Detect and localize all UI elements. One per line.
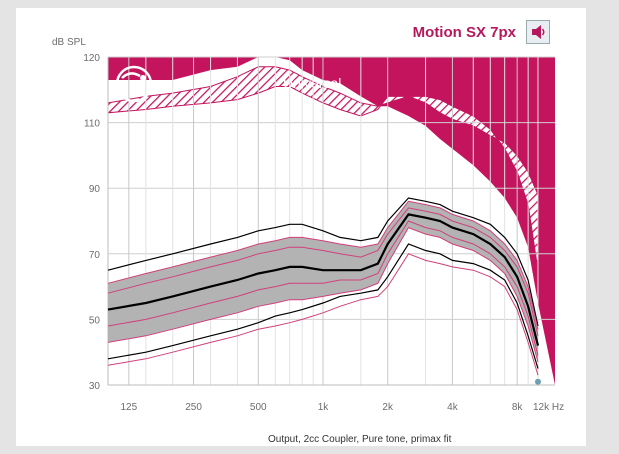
x-tick-label: 500	[250, 402, 267, 413]
y-tick-label: 50	[89, 315, 101, 326]
series-line-6	[107, 213, 540, 346]
y-tick-label: 70	[89, 250, 101, 261]
response-lines	[107, 197, 541, 385]
limit-fill	[108, 57, 555, 385]
chart-header: Motion SX 7px	[413, 20, 550, 44]
x-tick-label: 4k	[447, 402, 459, 413]
x-tick-label: 125	[120, 402, 137, 413]
range-label: Universal	[283, 75, 341, 91]
gray-range-band	[108, 201, 538, 362]
device-title: Motion SX 7px	[412, 23, 516, 41]
limit-region	[107, 57, 555, 385]
end-marker	[534, 378, 541, 385]
x-axis-end-label: 12k Hz	[533, 402, 564, 413]
chart-caption: Output, 2cc Coupler, Pure tone, primax f…	[268, 434, 452, 445]
response-band	[108, 201, 538, 362]
y-tick-label: 120	[83, 53, 100, 64]
y-tick-label: 90	[89, 184, 101, 195]
x-tick-label: 8k	[512, 402, 524, 413]
x-tick-label: 250	[185, 402, 202, 413]
series-line-10	[107, 253, 539, 376]
series-line-4	[107, 200, 539, 330]
y-tick-label: 110	[84, 119, 100, 130]
speaker-icon	[532, 25, 545, 39]
series-line-8	[107, 226, 539, 363]
axis-ticks: 30 50 70 90 110 120 125 250 500 1k 2k 4k 8k	[83, 53, 523, 413]
series-line-7	[107, 220, 539, 356]
play-sound-button[interactable]	[526, 20, 550, 44]
x-tick-label: 2k	[382, 402, 394, 413]
logo-icon	[115, 65, 153, 103]
y-tick-label: 30	[89, 381, 101, 392]
x-tick-label: 1k	[318, 402, 330, 413]
series-line-5	[107, 207, 539, 336]
series-line-3	[107, 197, 539, 327]
series-line-9	[107, 243, 539, 369]
y-axis-unit: dB SPL	[52, 37, 86, 48]
